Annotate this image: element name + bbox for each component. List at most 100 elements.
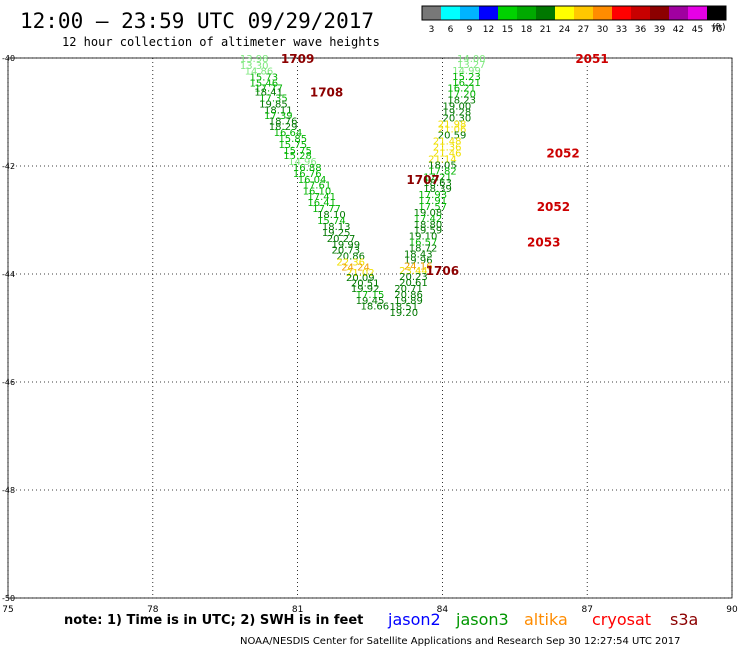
wave-height-label: 19.20 (389, 308, 418, 319)
wave-height-label: 21.06 (438, 125, 467, 136)
legend-tick-label: 36 (635, 25, 647, 35)
satellite-legend-item: altika (524, 610, 568, 629)
wave-height-label: 15.75 (283, 146, 312, 157)
wave-height-label: 15.75 (278, 140, 307, 151)
legend-swatch (517, 6, 536, 20)
x-tick-label: 90 (726, 605, 738, 615)
wave-height-label: 19.96 (404, 255, 433, 266)
y-tick-label: -44 (2, 270, 15, 279)
legend-swatch (650, 6, 669, 20)
wave-height-label: 14.96 (288, 157, 317, 168)
wave-height-label: 15.85 (278, 134, 307, 145)
wave-height-label: 16.21 (452, 78, 481, 89)
wave-height-label: 16.57 (409, 238, 438, 249)
wave-height-label: 18.51 (389, 302, 418, 313)
wave-height-label: 16.64 (274, 128, 303, 139)
legend-tick-label: 45 (692, 25, 703, 35)
wave-height-label: 20.59 (438, 131, 467, 142)
wave-height-label: 19.08 (414, 208, 443, 219)
pass-time-label: 2052 (537, 200, 570, 214)
wave-height-label: 20.86 (394, 290, 423, 301)
wave-height-label: 16.41 (307, 198, 336, 209)
y-tick-label: -50 (2, 594, 15, 603)
wave-height-label: 19.28 (443, 107, 472, 118)
legend-swatch (707, 6, 726, 20)
legend-swatch (612, 6, 631, 20)
color-legend: 3 6 9 12 15 18 21 24 27 30 33 36 39 42 45 70 (421, 5, 727, 35)
satellite-legend-item: s3a (670, 610, 698, 629)
wave-height-label: 13.98 (240, 54, 269, 65)
wave-height-label: 19.59 (414, 226, 443, 237)
chart-subtitle: 12 hour collection of altimeter wave hei… (62, 35, 380, 49)
wave-height-label: 17.91 (418, 196, 447, 207)
wave-height-label: 16.88 (293, 163, 322, 174)
wave-height-label: 19.99 (332, 240, 361, 251)
wave-height-label: 18.43 (404, 249, 433, 260)
wave-height-label: 15.46 (249, 78, 278, 89)
legend-swatch (441, 6, 460, 20)
legend-frame (421, 5, 727, 21)
wave-height-label: 19.25 (322, 228, 351, 239)
wave-height-label: 17.39 (264, 111, 293, 122)
wave-height-label: 18.66 (361, 301, 390, 312)
wave-height-label: 23.44 (399, 266, 428, 277)
x-tick-label: 87 (581, 605, 592, 615)
wave-height-label: 15.74 (317, 216, 346, 227)
legend-tick-label: 39 (654, 25, 666, 35)
legend-swatch (460, 6, 479, 20)
wave-height-label: 19.00 (443, 102, 472, 113)
x-tick-label: 75 (2, 605, 13, 615)
legend-swatch (593, 6, 612, 20)
wave-height-label: 17.35 (259, 93, 288, 104)
pass-time-label: 2053 (527, 236, 560, 250)
wave-height-label: 20.51 (351, 279, 380, 290)
wave-height-label: 17.21 (423, 172, 452, 183)
wave-height-label: 18.76 (269, 117, 298, 128)
wave-height-label: 19.85 (259, 99, 288, 110)
wave-height-label: 15.23 (452, 72, 481, 83)
wave-height-label: 20.61 (399, 278, 428, 289)
wave-height-label: 16.04 (298, 175, 327, 186)
plot-area: 75 78 81 84 87 90 -40 -42 -44 -46 -48 -50 13.9813.30… (2, 52, 738, 615)
wave-height-label: 17.77 (254, 84, 283, 95)
wave-height-label: 16.21 (447, 84, 476, 95)
wave-height-label: 13.30 (240, 61, 269, 72)
legend-swatch (574, 6, 593, 20)
satellite-legend: jason2 jason3 altika cryosat s3a (387, 610, 698, 629)
x-tick-label: 78 (147, 605, 159, 615)
satellite-legend-item: jason2 (387, 610, 441, 629)
legend-swatch (688, 6, 707, 20)
legend-tick-label: 9 (467, 25, 473, 35)
wave-height-label: 19.45 (356, 296, 385, 307)
legend-tick-label: 27 (578, 25, 589, 35)
pass-time-label: 2052 (546, 147, 579, 161)
legend-tick-label: 6 (448, 25, 454, 35)
y-tick-label: -48 (2, 486, 15, 495)
wave-height-label: 18.72 (409, 244, 438, 255)
wave-height-label: 19.10 (409, 232, 438, 243)
legend-tick-label: 24 (559, 25, 571, 35)
wave-height-label: 20.73 (332, 246, 361, 257)
wave-height-label: 24.16 (404, 261, 433, 272)
wave-height-label: 20.86 (336, 252, 365, 263)
legend-swatch (498, 6, 517, 20)
wave-height-label: 18.39 (423, 184, 452, 195)
wave-height-label: 18.10 (317, 210, 346, 221)
credit-line: NOAA/NESDIS Center for Satellite Applica… (240, 636, 681, 647)
wave-height-label: 21.46 (433, 149, 462, 160)
wave-height-label: 14.86 (245, 66, 274, 77)
wave-height-label: 17.41 (307, 192, 336, 203)
legend-swatch (479, 6, 498, 20)
wave-height-label: 15.73 (249, 72, 278, 83)
legend-tick-label: 70 (711, 25, 723, 35)
wave-height-label: 13.27 (457, 60, 486, 71)
wave-height-label: 17.77 (312, 204, 341, 215)
wave-height-label: 17.57 (418, 202, 447, 213)
wave-height-label: 17.42 (414, 214, 443, 225)
satellite-legend-item: jason3 (455, 610, 509, 629)
wave-height-label: 17.61 (303, 180, 332, 191)
chart-title: 12:00 – 23:59 UTC 09/29/2017 (20, 9, 374, 33)
wave-height-label: 18.13 (322, 222, 351, 233)
pass-time-label: 1708 (310, 85, 343, 99)
